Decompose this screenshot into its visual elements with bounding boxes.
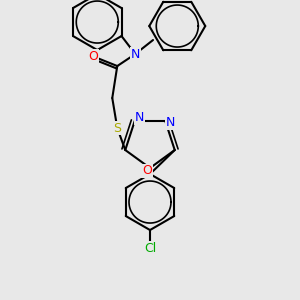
Text: N: N [130, 47, 140, 61]
Text: S: S [113, 122, 121, 134]
Text: N: N [135, 112, 144, 124]
Text: O: O [88, 50, 98, 62]
Text: N: N [166, 116, 175, 130]
Text: Cl: Cl [144, 242, 156, 254]
Text: O: O [142, 164, 152, 178]
